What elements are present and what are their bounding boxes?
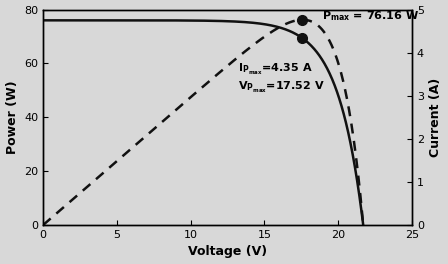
X-axis label: Voltage (V): Voltage (V) (188, 246, 267, 258)
Text: $\mathbf{I_{P_{max}}}$=4.35 A: $\mathbf{I_{P_{max}}}$=4.35 A (238, 62, 312, 77)
Text: $\mathbf{V_{P_{max}}}$=17.52 V: $\mathbf{V_{P_{max}}}$=17.52 V (238, 80, 325, 95)
Text: $\mathbf{P_{max}}$ = 76.16 W: $\mathbf{P_{max}}$ = 76.16 W (322, 10, 419, 23)
Y-axis label: Power (W): Power (W) (5, 81, 18, 154)
Y-axis label: Current (A): Current (A) (430, 78, 443, 157)
